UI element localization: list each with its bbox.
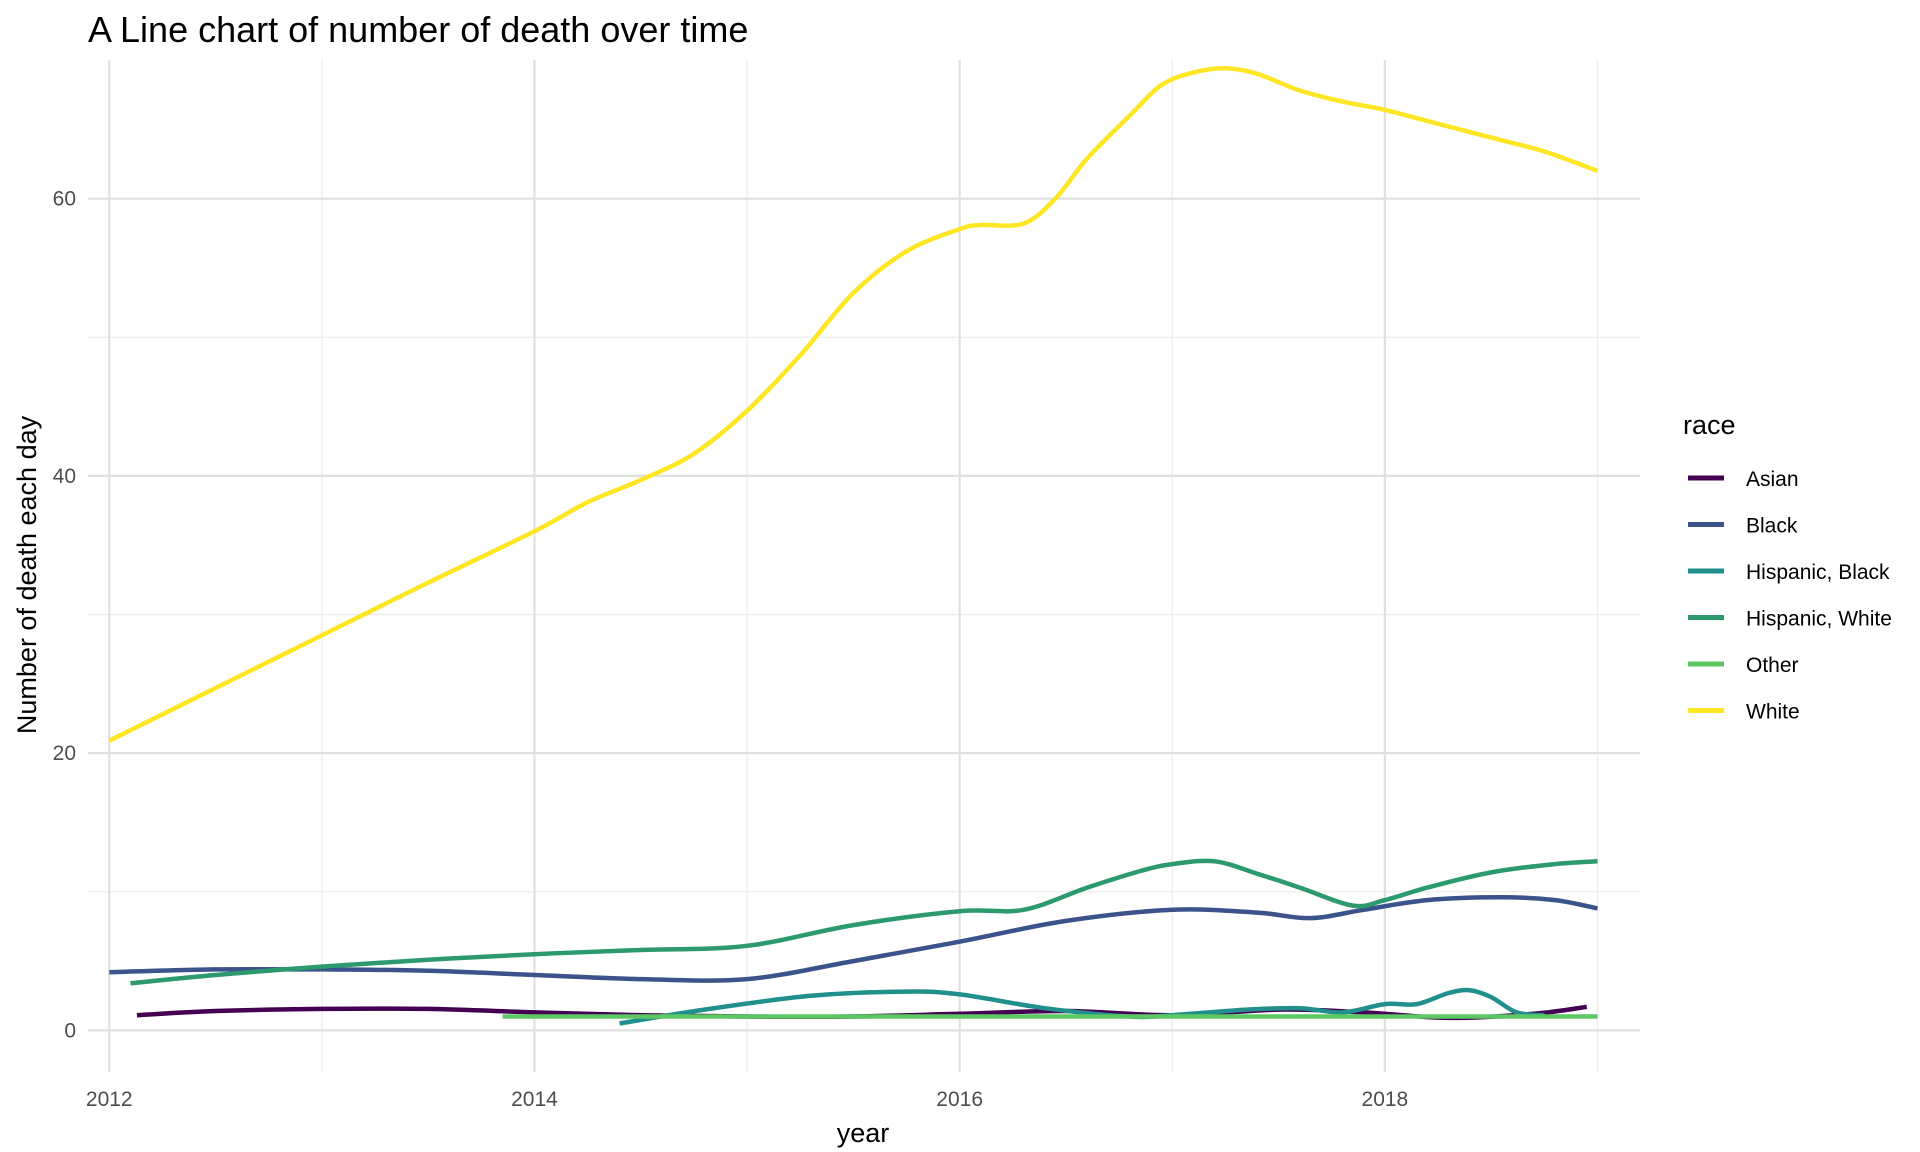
legend: race Asian Black Hispanic, Black Hispanic, … [1683,410,1892,724]
series-lines [108,66,1599,1026]
series-line-hispanic-white [130,858,1598,986]
y-axis-tick-labels: 0 20 40 60 [53,188,76,1043]
series-line-hispanic-black [619,987,1545,1026]
x-tick-label: 2018 [1362,1088,1409,1111]
x-tick-label: 2014 [511,1088,558,1111]
legend-label-hispanic-black: Hispanic, Black [1746,561,1890,584]
grid [88,60,1640,1072]
series-line-white [108,66,1599,743]
series-line-black [109,895,1598,983]
legend-label-black: Black [1746,515,1798,538]
x-tick-label: 2016 [936,1088,983,1111]
x-axis-title: year [837,1118,890,1148]
x-tick-label: 2012 [86,1088,133,1111]
chart-title: A Line chart of number of death over tim… [88,9,749,50]
legend-label-white: White [1746,701,1800,724]
y-tick-label: 40 [53,465,76,488]
legend-label-other: Other [1746,654,1799,677]
legend-label-hispanic-white: Hispanic, White [1746,608,1892,631]
legend-label-asian: Asian [1746,468,1799,491]
legend-title: race [1683,410,1736,440]
y-tick-label: 20 [53,742,76,765]
x-axis-tick-labels: 2012 2014 2016 2018 [86,1088,1408,1111]
y-axis-title: Number of death each day [12,415,42,734]
y-tick-label: 60 [53,188,76,211]
y-tick-label: 0 [64,1019,76,1042]
